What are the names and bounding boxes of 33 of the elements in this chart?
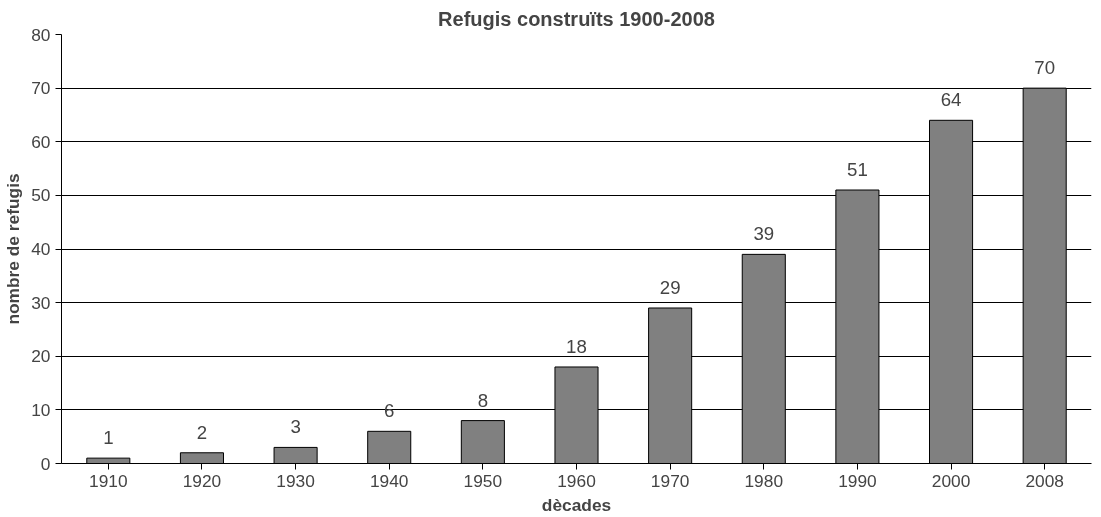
chart-title: Refugis construïts 1900-2008 <box>438 7 715 30</box>
x-tick-label: 1940 <box>369 470 409 491</box>
x-tick-label: 1930 <box>276 470 315 491</box>
x-tick-label: 1990 <box>838 470 877 491</box>
data-label: 29 <box>659 276 681 298</box>
data-label: 8 <box>477 389 489 411</box>
x-tick-label: 1980 <box>744 470 784 491</box>
y-tick-label: 30 <box>31 292 51 313</box>
data-label: 70 <box>1034 57 1056 79</box>
x-axis-title: dècades <box>541 494 612 515</box>
y-tick-label: 40 <box>31 239 51 259</box>
y-tick-label: 80 <box>31 24 51 45</box>
y-axis-title: nombre de refugis <box>3 173 24 325</box>
x-tick-label: 1950 <box>463 470 503 491</box>
x-tick-label: 1910 <box>89 470 128 491</box>
data-label: 51 <box>847 159 868 181</box>
data-label: 64 <box>940 89 962 111</box>
data-label: 2 <box>196 421 208 443</box>
x-tick-label: 1970 <box>650 470 690 491</box>
y-tick-label: 70 <box>31 78 51 99</box>
x-tick-label: 1920 <box>182 470 222 491</box>
data-label: 39 <box>753 223 775 245</box>
y-tick-label: 60 <box>31 131 51 152</box>
x-tick-label: 1960 <box>557 470 596 491</box>
y-tick-label: 20 <box>31 346 51 367</box>
x-tick-label: 2008 <box>1025 470 1064 491</box>
data-label: 1 <box>103 427 114 449</box>
y-tick-label: 10 <box>31 399 51 420</box>
y-tick-label: 50 <box>31 185 51 206</box>
y-tick-label: 0 <box>40 453 51 474</box>
x-tick-label: 2000 <box>931 470 971 491</box>
data-label: 3 <box>290 416 301 438</box>
data-label: 18 <box>566 335 587 357</box>
